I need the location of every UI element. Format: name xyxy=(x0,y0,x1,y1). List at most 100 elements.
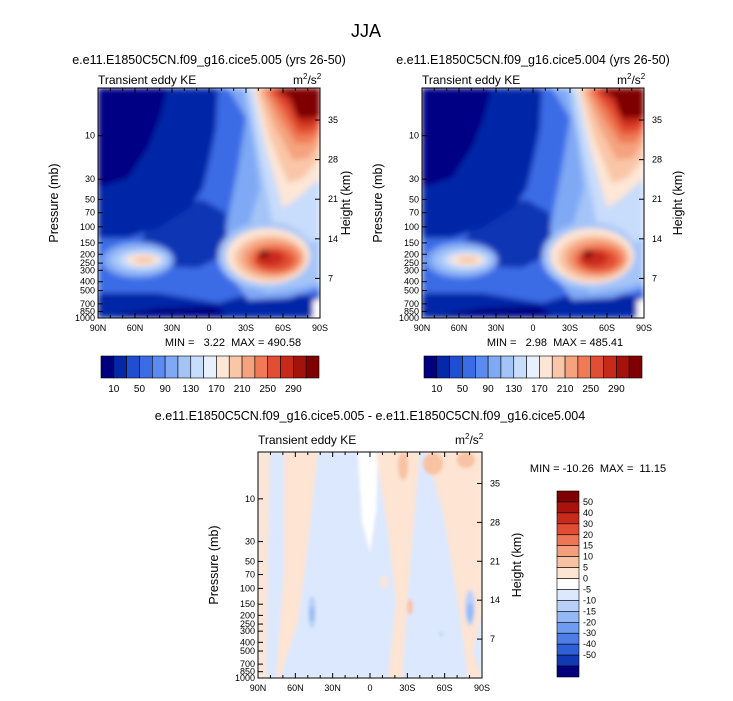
y-tick-label: 100 xyxy=(404,222,419,232)
y-right-tick-label: 35 xyxy=(328,115,338,125)
colorbar-swatch xyxy=(280,355,294,379)
colorbar-swatch xyxy=(556,621,580,634)
colorbar-label: 50 xyxy=(583,497,593,507)
colorbar-swatch xyxy=(474,355,489,379)
panel-005: e.e11.E1850C5CN.f09_g16.cice5.005 (yrs 2… xyxy=(47,53,353,395)
colorbar-swatch xyxy=(113,355,127,379)
colorbar-label: 50 xyxy=(134,384,146,395)
colorbar-swatch xyxy=(556,578,580,590)
y-axis-label: Pressure (mb) xyxy=(371,163,385,242)
colorbar-label: 170 xyxy=(531,384,548,395)
x-tick-label: 0 xyxy=(206,323,211,333)
min-max-label: MIN = 3.22 MAX = 490.58 xyxy=(165,337,301,349)
colorbar-swatch xyxy=(228,355,243,379)
colorbar-swatch xyxy=(305,355,320,379)
y-tick-label: 200 xyxy=(240,610,255,620)
y-tick-label: 1000 xyxy=(235,673,255,683)
colorbar-label: 10 xyxy=(583,552,593,562)
panel-title: e.e11.E1850C5CN.f09_g16.cice5.004 (yrs 2… xyxy=(396,53,670,67)
panel-title: e.e11.E1850C5CN.f09_g16.cice5.005 (yrs 2… xyxy=(72,53,346,67)
min-max-label: MIN = 2.98 MAX = 485.41 xyxy=(487,337,623,349)
y-tick-label: 100 xyxy=(80,222,95,232)
colorbar-swatch xyxy=(500,355,515,379)
y-tick-label: 400 xyxy=(240,637,255,647)
y-right-tick-label: 21 xyxy=(652,194,662,204)
x-tick-label: 0 xyxy=(530,323,535,333)
colorbar-label: -5 xyxy=(583,584,591,594)
colorbar-label: 250 xyxy=(259,384,276,395)
y-tick-label: 250 xyxy=(80,258,95,268)
colorbar-label: 10 xyxy=(431,384,443,395)
colorbar-label: -40 xyxy=(583,639,596,649)
y-tick-label: 70 xyxy=(85,208,95,218)
y-right-tick-label: 28 xyxy=(328,155,338,165)
colorbar-swatch xyxy=(293,355,307,379)
colorbar-swatch xyxy=(487,355,502,379)
y-right-tick-label: 7 xyxy=(490,634,495,644)
y-tick-label: 50 xyxy=(409,194,419,204)
figure-title: JJA xyxy=(351,21,381,41)
colorbar-swatch xyxy=(462,355,476,379)
colorbar-label: 210 xyxy=(557,384,574,395)
colorbar-swatch xyxy=(449,355,463,379)
y-right-tick-label: 7 xyxy=(328,273,333,283)
colorbar-label: -10 xyxy=(583,595,596,605)
x-tick-label: 30S xyxy=(238,323,254,333)
y-axis-label: Pressure (mb) xyxy=(47,163,61,242)
colorbar-swatch xyxy=(556,643,580,656)
colorbar-swatch xyxy=(423,355,438,379)
colorbar-swatch xyxy=(556,567,580,579)
y-tick-label: 30 xyxy=(245,537,255,547)
y-tick-label: 10 xyxy=(245,494,255,504)
y-tick-label: 700 xyxy=(404,299,419,309)
colorbar-label: -20 xyxy=(583,617,596,627)
y-tick-label: 70 xyxy=(245,570,255,580)
x-tick-label: 30N xyxy=(324,683,341,693)
y-right-tick-label: 21 xyxy=(328,194,338,204)
y-right-tick-label: 21 xyxy=(490,556,500,566)
panel-004: e.e11.E1850C5CN.f09_g16.cice5.004 (yrs 2… xyxy=(371,53,685,395)
y-tick-label: 1000 xyxy=(75,313,95,323)
colorbar-swatch xyxy=(556,545,580,557)
y-tick-label: 850 xyxy=(80,307,95,317)
y-tick-label: 500 xyxy=(80,286,95,296)
x-tick-label: 60S xyxy=(275,323,291,333)
x-tick-label: 30N xyxy=(164,323,181,333)
colorbar-swatch xyxy=(126,355,140,379)
contour-field xyxy=(258,452,482,678)
colorbar-label: 290 xyxy=(285,384,302,395)
y-tick-label: 250 xyxy=(240,619,255,629)
colorbar-label: -15 xyxy=(583,606,596,616)
y-tick-label: 500 xyxy=(240,646,255,656)
colorbar-swatch xyxy=(556,556,580,568)
colorbar-swatch xyxy=(556,534,580,547)
panel-left-label: Transient eddy KE xyxy=(422,73,520,87)
panel-left-label: Transient eddy KE xyxy=(258,433,356,447)
y-axis-label-right: Height (km) xyxy=(671,171,685,236)
y-axis-label-right: Height (km) xyxy=(339,171,353,236)
y-tick-label: 100 xyxy=(240,583,255,593)
y-tick-label: 500 xyxy=(404,286,419,296)
colorbar-label: 50 xyxy=(457,384,469,395)
colorbar-label: -50 xyxy=(583,650,596,660)
colorbar-label: 90 xyxy=(160,384,172,395)
units-label: m2/s2 xyxy=(617,72,646,87)
colorbar-swatch xyxy=(556,600,580,612)
x-tick-label: 60N xyxy=(127,323,144,333)
min-max-label: MIN = -10.26 MAX = 11.15 xyxy=(530,463,666,475)
x-tick-label: 60N xyxy=(287,683,304,693)
colorbar-swatch xyxy=(203,355,217,379)
colorbar-swatch xyxy=(241,355,256,379)
colorbar-label: 90 xyxy=(483,384,495,395)
colorbar-swatch xyxy=(556,611,580,623)
colorbar-swatch xyxy=(577,355,592,379)
colorbar-swatch xyxy=(190,355,204,379)
y-tick-label: 300 xyxy=(404,265,419,275)
y-tick-label: 10 xyxy=(409,131,419,141)
y-tick-label: 10 xyxy=(85,131,95,141)
colorbar-swatch xyxy=(564,355,579,379)
y-right-tick-label: 14 xyxy=(490,595,500,605)
colorbar-swatch xyxy=(556,523,580,536)
y-tick-label: 200 xyxy=(80,249,95,259)
y-tick-label: 700 xyxy=(80,299,95,309)
